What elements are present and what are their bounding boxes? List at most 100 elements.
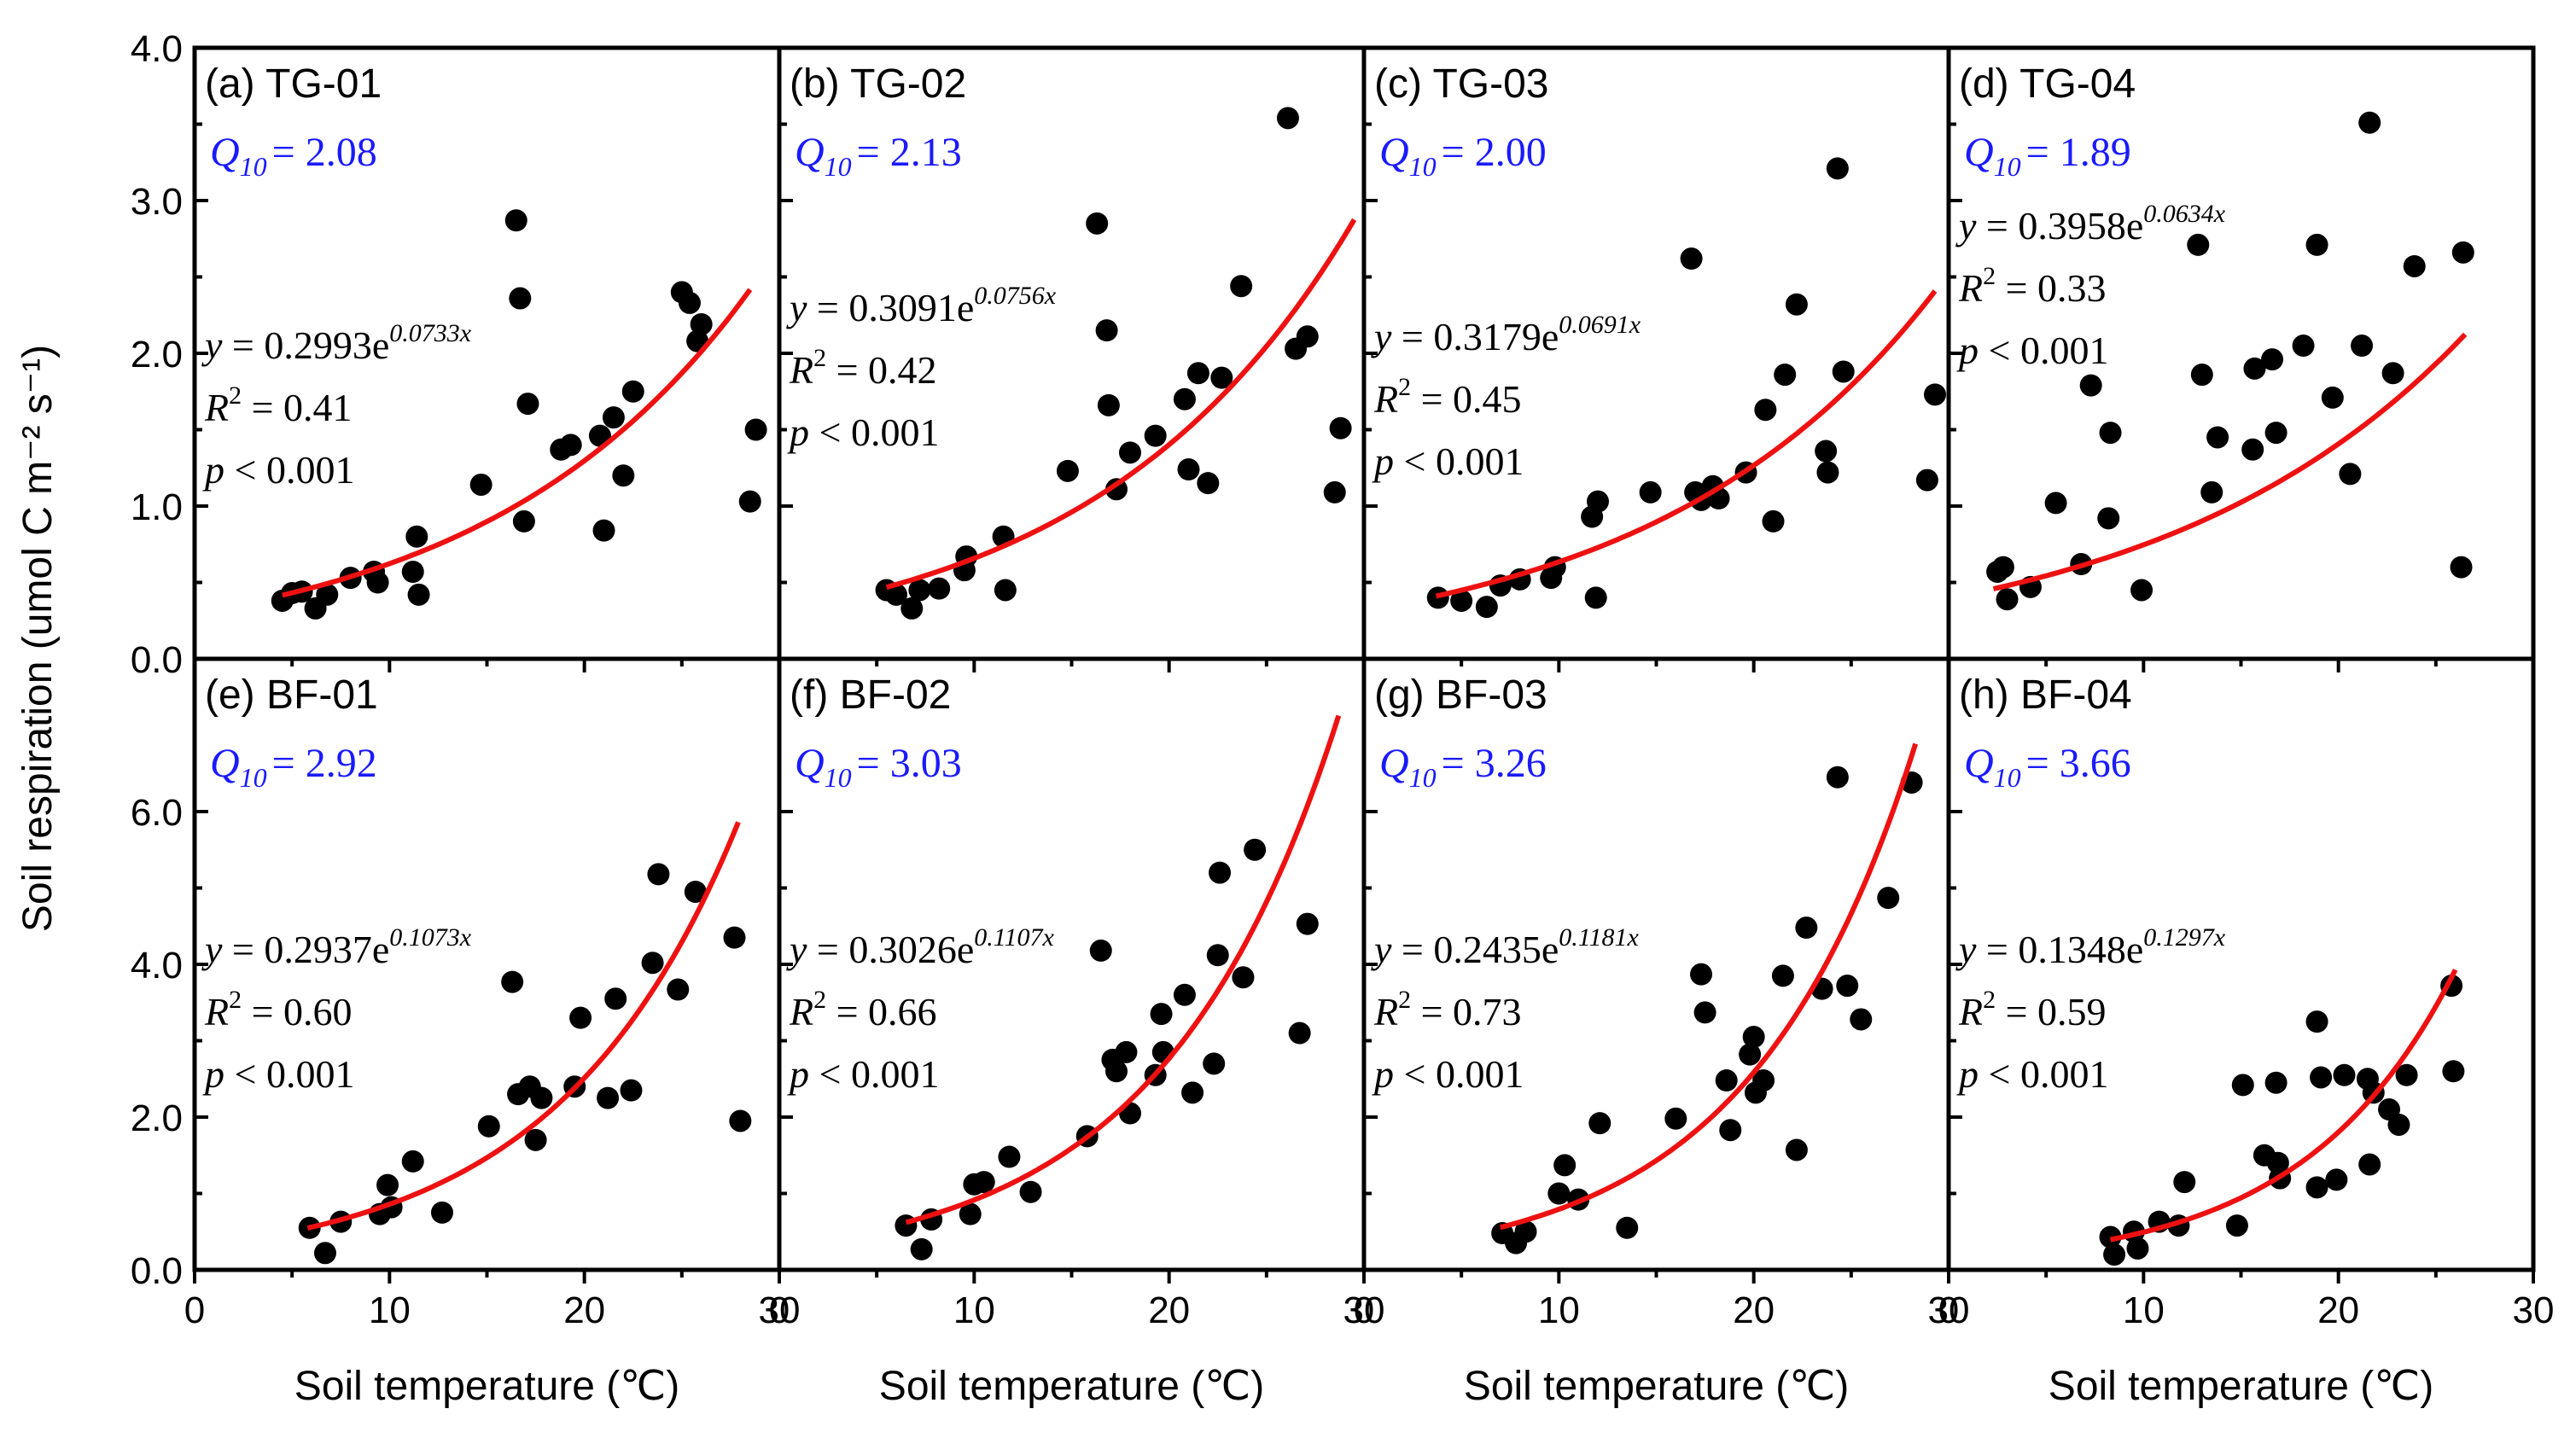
data-point	[2190, 364, 2213, 387]
data-point	[994, 579, 1017, 602]
p-symbol: p	[202, 448, 224, 492]
r-squared-power: 2	[813, 344, 826, 372]
data-point	[1774, 364, 1797, 387]
r-squared-symbol: R	[789, 348, 813, 392]
data-point	[1276, 107, 1299, 130]
data-point	[1616, 1216, 1639, 1239]
data-point	[1991, 556, 2014, 579]
x-axis-label: Soil temperature (℃)	[294, 1364, 679, 1409]
y-tick-label: 3.0	[131, 181, 183, 223]
data-point	[998, 1145, 1021, 1168]
data-point	[620, 1079, 643, 1102]
data-point	[1197, 472, 1220, 495]
q10-label: Q10 = 2.13	[795, 130, 962, 182]
fit-curve	[1992, 332, 2468, 591]
equation-exponent: 0.1107x	[974, 923, 1054, 952]
data-point	[1762, 509, 1785, 533]
data-point	[1924, 383, 1947, 406]
data-point	[928, 577, 951, 600]
q10-value: = 2.08	[272, 130, 377, 175]
data-point	[2325, 1168, 2348, 1191]
p-value-text: < 0.001	[809, 410, 939, 454]
q10-label: Q10 = 3.66	[1964, 741, 2131, 793]
data-point	[2097, 507, 2120, 530]
y-tick-label: 6.0	[131, 792, 183, 834]
data-point	[2395, 1063, 2418, 1086]
r-squared-power: 2	[1983, 986, 1996, 1014]
equation-body: = 0.3026e	[807, 928, 974, 971]
p-value-text: < 0.001	[1394, 1052, 1524, 1096]
panel-a: 0.0 1.0 2.0 3.0 4.0 (a) TG-01 Q10 = 2.08 y = 0.2…	[131, 28, 782, 681]
equation-body: = 0.3091e	[807, 286, 974, 329]
equation: y = 0.3958e0.0634x	[1955, 200, 2226, 247]
equation-y: y	[1955, 928, 1977, 971]
r-squared-power: 2	[1398, 986, 1411, 1014]
q10-value: = 2.00	[1442, 130, 1547, 175]
data-point	[621, 380, 644, 403]
data-point	[910, 1237, 933, 1260]
q10-subscript: 10	[1409, 762, 1437, 793]
equation-y: y	[1955, 204, 1977, 247]
p-value-text: < 0.001	[224, 1052, 354, 1096]
data-point	[1177, 458, 1200, 481]
data-point	[2206, 426, 2229, 449]
equation: y = 0.2993e0.0733x	[201, 319, 472, 367]
data-point	[2231, 1074, 2254, 1097]
x-tick-label: 30	[1928, 1289, 1970, 1331]
fit-curve	[905, 714, 1342, 1225]
y-tick-label: 0.0	[131, 639, 183, 681]
data-point	[1693, 1001, 1716, 1024]
data-points	[2099, 975, 2465, 1266]
fit-curve	[2109, 969, 2458, 1243]
data-points	[1986, 111, 2474, 611]
data-point	[2339, 463, 2362, 486]
data-point	[1288, 1022, 1311, 1045]
y-tick-label: 0.0	[131, 1250, 183, 1292]
data-point	[1329, 416, 1352, 439]
data-point	[1795, 917, 1818, 940]
p-value: p < 0.001	[787, 410, 939, 454]
y-axis-label: Soil respiration (umol C m⁻² s⁻¹)	[15, 345, 61, 932]
r-squared-value: = 0.33	[1996, 266, 2106, 310]
data-point	[2225, 1214, 2248, 1237]
data-point	[1815, 439, 1838, 463]
equation: y = 0.3026e0.1107x	[786, 923, 1055, 971]
data-point	[1826, 157, 1849, 180]
data-point	[1086, 212, 1109, 235]
r-squared: R2 = 0.60	[204, 986, 353, 1033]
data-point	[908, 579, 931, 602]
panel-title: (h) BF-04	[1959, 672, 2132, 718]
fit-curve	[1435, 289, 1938, 599]
p-value-text: < 0.001	[224, 448, 354, 492]
data-point	[604, 987, 627, 1010]
data-point	[690, 312, 713, 335]
x-tick-label: 20	[1733, 1289, 1775, 1331]
r-squared: R2 = 0.33	[1958, 262, 2107, 310]
data-point	[647, 863, 670, 886]
data-point	[2310, 1066, 2333, 1089]
q10-label: Q10 = 2.08	[210, 130, 377, 182]
data-point	[2173, 1171, 2196, 1194]
data-point	[2305, 1010, 2328, 1033]
data-point	[1181, 1081, 1204, 1104]
r-squared-value: = 0.45	[1411, 377, 1521, 421]
data-points	[895, 838, 1319, 1260]
data-point	[885, 583, 907, 606]
data-point	[1186, 362, 1209, 385]
data-point	[1150, 1003, 1173, 1026]
data-point	[501, 970, 524, 993]
r-squared-symbol: R	[789, 990, 813, 1033]
data-point	[738, 490, 761, 513]
data-point	[592, 519, 615, 542]
q10-symbol: Q	[795, 741, 825, 786]
p-value: p < 0.001	[787, 1052, 939, 1096]
data-point	[1877, 887, 1900, 910]
p-value-text: < 0.001	[1979, 1052, 2108, 1096]
data-point	[1785, 293, 1808, 316]
panel-title: (b) TG-02	[790, 61, 966, 107]
x-tick-label: 30	[2513, 1289, 2555, 1331]
data-point	[1119, 441, 1141, 464]
